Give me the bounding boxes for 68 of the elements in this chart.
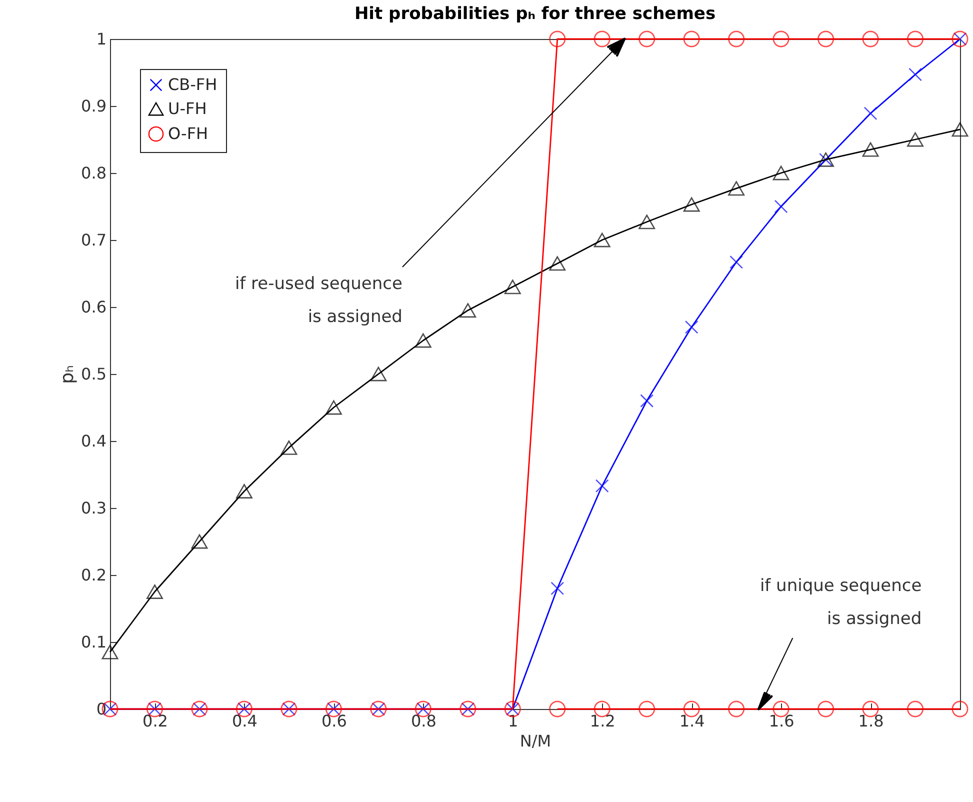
y-tick-label: 1 (96, 30, 106, 48)
y-tick-label: 0.9 (81, 96, 106, 116)
point (908, 68, 922, 82)
point (728, 700, 745, 718)
chart-title: Hit probabilities pₕ for three schemes (354, 4, 716, 24)
annotation: if re-used sequence is assigned (234, 274, 402, 327)
point (683, 30, 700, 48)
point (864, 106, 878, 120)
point (594, 232, 610, 248)
x-tick-label: 1.8 (858, 712, 884, 730)
point (728, 181, 745, 196)
point (818, 30, 834, 48)
point (952, 122, 968, 137)
y-tick-label: 0.3 (81, 498, 106, 518)
point (370, 366, 387, 382)
point (146, 584, 163, 599)
x-tick-label: 0.4 (232, 712, 258, 730)
point (730, 255, 744, 269)
y-tick-label: 0.5 (81, 364, 106, 384)
point (907, 700, 924, 718)
point (772, 30, 790, 48)
x-tick-label: 1.6 (768, 712, 794, 730)
legend-label: O-FH (168, 124, 208, 143)
point (280, 440, 298, 455)
legend-label: U-FH (168, 99, 207, 118)
point (684, 320, 698, 334)
point (683, 197, 700, 212)
annotation: if unique sequence is assigned (760, 576, 922, 629)
point (460, 303, 476, 318)
y-tick-label: 0.6 (81, 298, 106, 316)
y-tick-label: 0.2 (81, 566, 106, 584)
x-tick-label: 0.6 (321, 712, 347, 730)
point (728, 30, 745, 48)
y-tick-label: 0.7 (81, 230, 106, 250)
y-tick-label: 0.8 (81, 164, 106, 182)
point (638, 700, 656, 718)
point (638, 30, 656, 48)
point (325, 400, 342, 415)
point (549, 256, 566, 271)
x-tick-label: 0.2 (142, 712, 168, 730)
point (549, 700, 566, 718)
point (414, 333, 432, 348)
point (236, 484, 252, 498)
legend-label: CB-FH (168, 75, 218, 94)
point (504, 280, 521, 294)
point (862, 142, 879, 157)
point (549, 30, 566, 48)
point (640, 394, 654, 408)
x-axis-title: N/M (520, 732, 552, 750)
y-tick-label: 0.4 (81, 432, 106, 450)
point (774, 200, 788, 214)
point (550, 582, 564, 596)
x-tick-label: 1.4 (679, 712, 705, 730)
point (907, 132, 924, 147)
point (594, 30, 610, 48)
point (191, 534, 208, 549)
point (907, 30, 924, 48)
x-tick-label: 1 (508, 712, 518, 730)
point (595, 479, 609, 493)
x-tick-label: 1.2 (590, 712, 616, 730)
point (818, 700, 834, 718)
point (638, 214, 656, 230)
y-axis-title: pₕ (57, 365, 78, 384)
y-tick-label: 0.1 (81, 632, 106, 652)
x-tick-label: 0.8 (410, 712, 436, 730)
point (862, 30, 879, 48)
point (952, 700, 968, 718)
point (772, 166, 790, 180)
